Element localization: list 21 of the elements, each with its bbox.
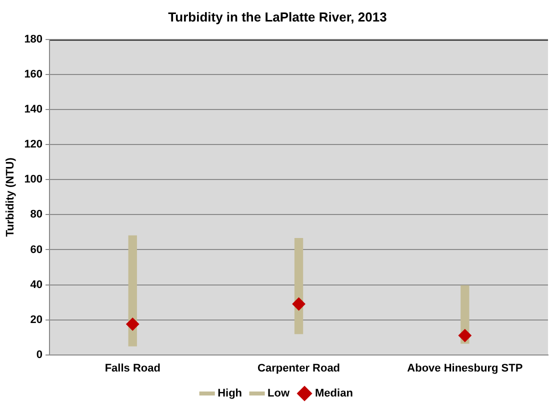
y-tick-label: 80 bbox=[30, 208, 43, 221]
y-tick-label: 40 bbox=[30, 278, 43, 291]
x-tick-label: Falls Road bbox=[104, 362, 160, 374]
y-tick-label: 180 bbox=[24, 34, 43, 46]
point bbox=[126, 318, 140, 331]
legend-label: High bbox=[218, 388, 242, 400]
x-tick-label: Carpenter Road bbox=[258, 362, 340, 374]
point bbox=[458, 329, 472, 342]
y-tick-label: 120 bbox=[24, 138, 43, 151]
legend-label: Median bbox=[315, 388, 354, 400]
y-axis-title: Turbidity (NTU) bbox=[4, 157, 17, 237]
point bbox=[292, 298, 306, 311]
chart-title: Turbidity in the LaPlatte River, 2013 bbox=[168, 9, 387, 24]
x-tick-label: Above Hinesburg STP bbox=[407, 362, 523, 374]
y-tick-label: 100 bbox=[24, 174, 43, 186]
y-tick-label: 60 bbox=[30, 244, 43, 256]
y-tick-label: 20 bbox=[30, 314, 43, 326]
y-tick-label: 140 bbox=[24, 104, 43, 116]
legend-label: Low bbox=[268, 388, 290, 400]
y-tick-label: 160 bbox=[24, 68, 43, 81]
y-tick-label: 0 bbox=[36, 348, 43, 361]
